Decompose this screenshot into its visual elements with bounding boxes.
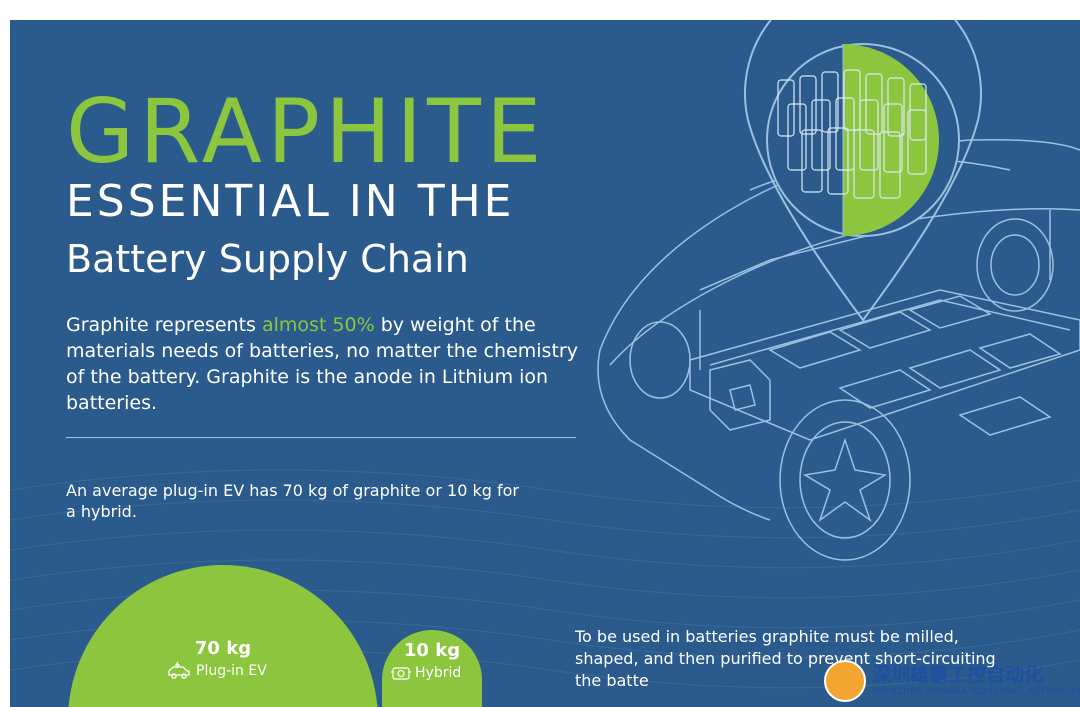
hybrid-engine-icon xyxy=(391,667,411,680)
watermark-logo: 深圳雄霸工控自动化 SHENZHEN XIONGBA INDUSTRIAL AU… xyxy=(818,656,1080,707)
watermark-emblem-icon xyxy=(824,660,866,702)
intro-highlight: almost 50% xyxy=(261,314,375,336)
intro-paragraph: Graphite represents almost 50% by weight… xyxy=(66,312,586,416)
intro-text-after: by weight of the materials needs of batt… xyxy=(66,314,578,414)
processing-text: To be used in batteries graphite must be… xyxy=(575,627,996,690)
electric-car-icon xyxy=(168,661,190,679)
hybrid-label: Hybrid xyxy=(415,665,462,681)
divider-line xyxy=(66,437,576,438)
intro-text-before: Graphite represents xyxy=(66,314,262,336)
hybrid-value: 10 kg xyxy=(403,640,461,661)
subtitle-line-2: Battery Supply Chain xyxy=(66,237,469,281)
subtitle-line-1: ESSENTIAL IN THE xyxy=(66,176,515,227)
watermark-english-text: SHENZHEN XIONGBA INDUSTRIAL AUTOMATION xyxy=(872,687,1080,697)
plugin-ev-label: Plug-in EV xyxy=(196,663,267,679)
watermark-chinese-text: 深圳雄霸工控自动化 xyxy=(872,664,1044,686)
plugin-ev-value: 70 kg xyxy=(194,638,252,659)
infographic-panel: GRAPHITE ESSENTIAL IN THE Battery Supply… xyxy=(10,20,1080,707)
page-title: GRAPHITE xyxy=(66,80,547,183)
weights-statement: An average plug-in EV has 70 kg of graph… xyxy=(66,481,519,521)
